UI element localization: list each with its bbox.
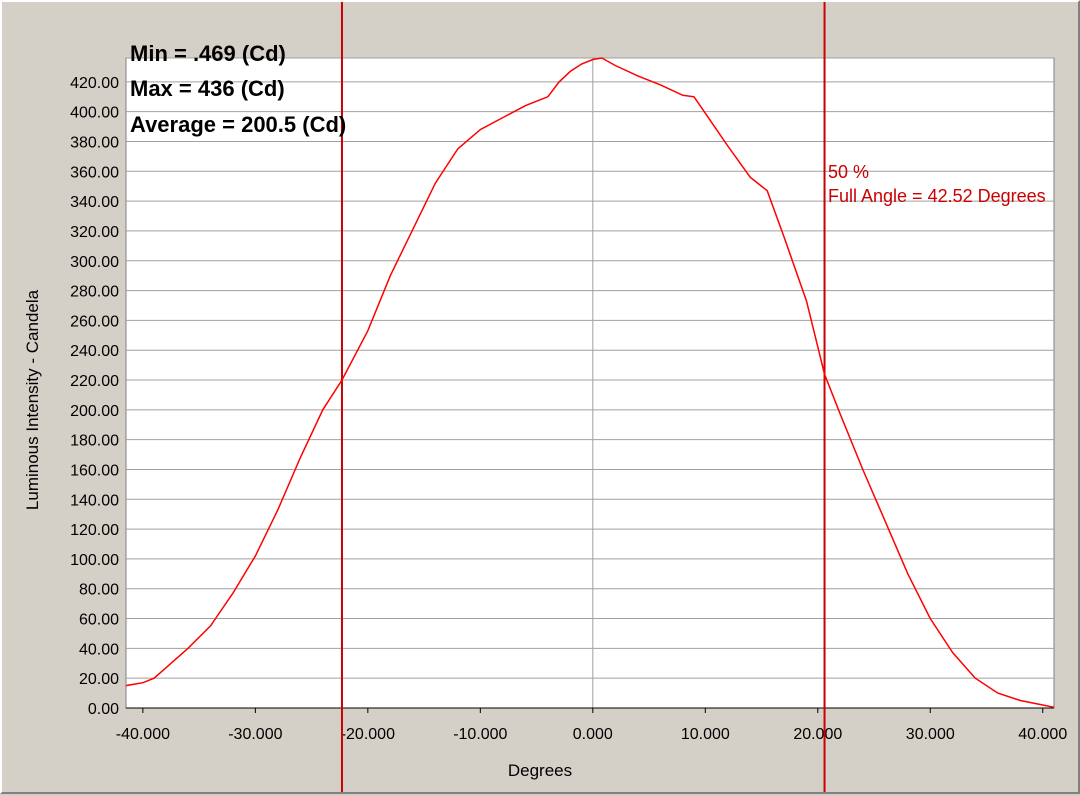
y-tick-label: 280.00: [70, 284, 119, 301]
min-stat: Min = .469 (Cd): [130, 41, 286, 66]
y-tick-label: 320.00: [70, 224, 119, 241]
y-tick-label: 80.00: [79, 582, 119, 599]
y-tick-label: 40.00: [79, 641, 119, 658]
x-tick-label: -30.000: [228, 726, 282, 743]
y-tick-label: 220.00: [70, 373, 119, 390]
y-tick-label: 380.00: [70, 134, 119, 151]
full-angle-label: Full Angle = 42.52 Degrees: [828, 186, 1046, 206]
y-tick-label: 240.00: [70, 343, 119, 360]
x-tick-label: 20.000: [793, 726, 842, 743]
x-tick-label: 10.000: [681, 726, 730, 743]
x-tick-label: 0.000: [573, 726, 613, 743]
average-stat: Average = 200.5 (Cd): [130, 112, 346, 137]
y-tick-label: 300.00: [70, 254, 119, 271]
y-tick-label: 0.00: [88, 701, 119, 718]
y-tick-label: 200.00: [70, 403, 119, 420]
y-tick-label: 420.00: [70, 75, 119, 92]
y-tick-label: 60.00: [79, 612, 119, 629]
plot-area: [125, 57, 1055, 709]
x-tick-label: -10.000: [453, 726, 507, 743]
y-tick-label: 140.00: [70, 492, 119, 509]
y-axis-label: Luminous Intensity - Candela: [23, 289, 42, 510]
y-tick-label: 160.00: [70, 462, 119, 479]
y-tick-label: 20.00: [79, 671, 119, 688]
y-tick-label: 340.00: [70, 194, 119, 211]
grid-lines: [126, 57, 1054, 713]
y-tick-label: 400.00: [70, 105, 119, 122]
y-tick-label: 100.00: [70, 552, 119, 569]
x-tick-label: 30.000: [906, 726, 955, 743]
x-tick-label: 40.000: [1018, 726, 1067, 743]
y-tick-label: 180.00: [70, 433, 119, 450]
y-tick-label: 260.00: [70, 313, 119, 330]
half-max-markers: [340, 2, 826, 792]
x-tick-label: -40.000: [116, 726, 170, 743]
tick-labels: 0.00 20.00 40.00 60.00 80.00 100.00 120.00 140.…: [70, 75, 1067, 743]
x-axis-label: Degrees: [508, 761, 572, 780]
y-tick-label: 120.00: [70, 522, 119, 539]
max-stat: Max = 436 (Cd): [130, 76, 285, 101]
x-tick-label: -20.000: [341, 726, 395, 743]
half-max-percent-label: 50 %: [828, 162, 869, 182]
y-tick-label: 360.00: [70, 164, 119, 181]
intensity-curve: [125, 57, 1055, 709]
